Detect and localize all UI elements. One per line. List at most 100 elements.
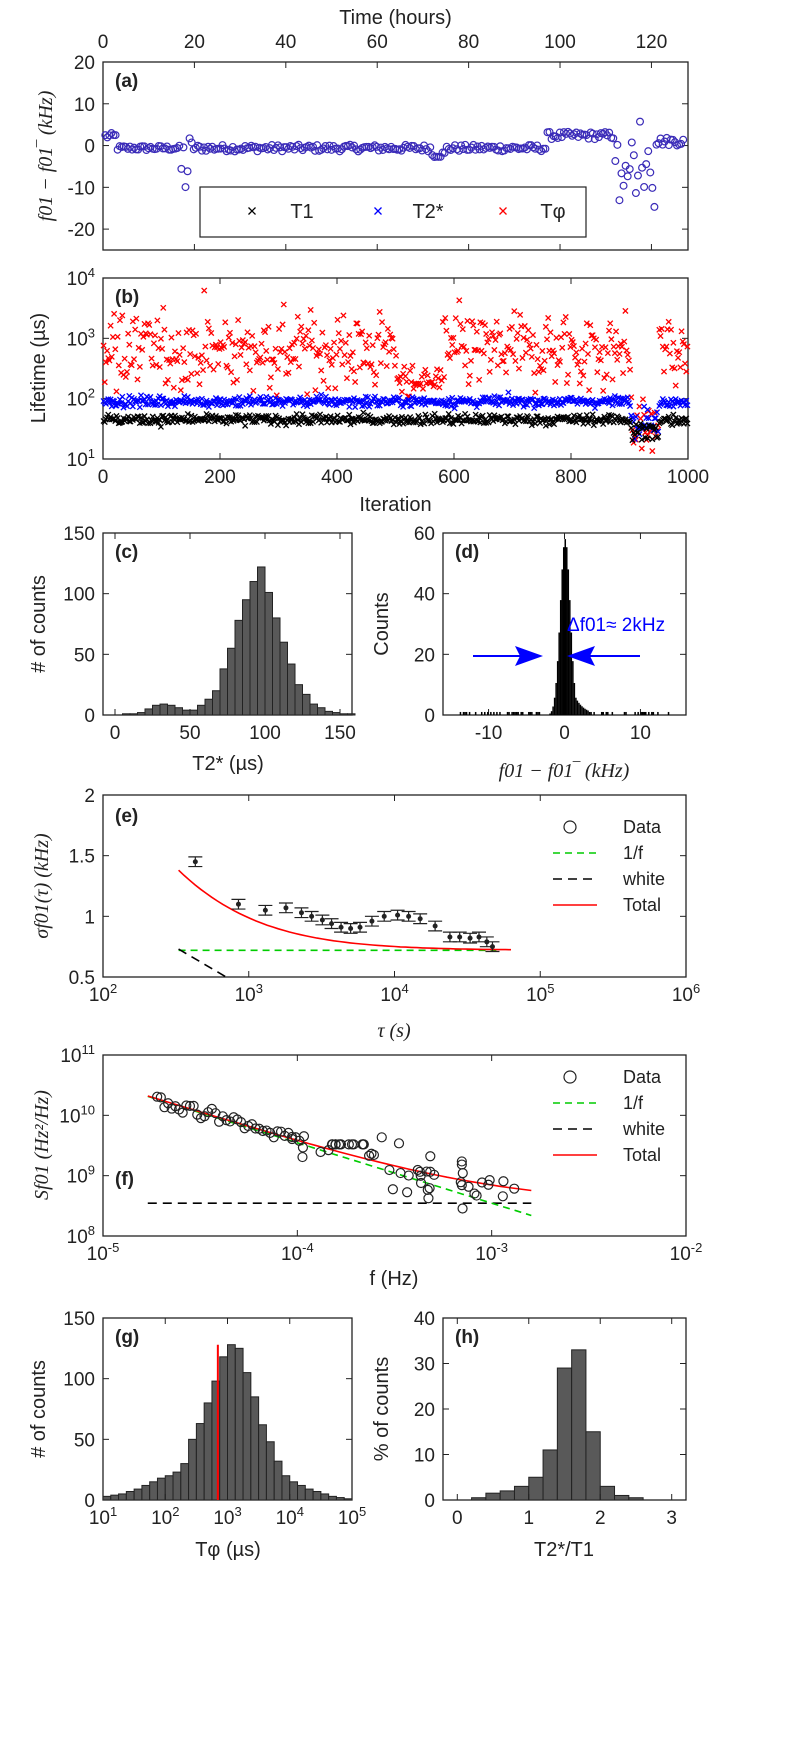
data-point	[611, 157, 620, 166]
data-point	[374, 207, 382, 215]
bars	[102, 1344, 353, 1501]
data-point	[152, 418, 159, 425]
data-point	[203, 1107, 214, 1118]
bar	[309, 703, 318, 716]
data-point	[491, 393, 498, 400]
data-point	[621, 338, 628, 345]
data-point	[495, 402, 503, 409]
data-point	[554, 361, 561, 369]
data-point	[532, 389, 539, 396]
bar	[227, 1344, 236, 1501]
data-point	[257, 1125, 268, 1137]
data-point	[537, 147, 546, 156]
data-point	[646, 168, 655, 177]
bar	[559, 600, 562, 715]
bars	[122, 566, 356, 716]
tick-base: 10	[670, 1244, 691, 1265]
data-point	[616, 400, 623, 408]
data-point	[354, 320, 361, 327]
data-point	[405, 419, 413, 426]
bar	[167, 704, 176, 716]
data-point	[465, 381, 472, 388]
bar	[578, 702, 580, 715]
data-point	[368, 361, 375, 368]
data-point	[157, 335, 164, 342]
bar	[242, 1372, 252, 1501]
bar	[122, 713, 131, 716]
data-point	[345, 417, 352, 424]
data-point	[249, 332, 256, 339]
x-tick-label: 102	[89, 981, 117, 1006]
y-tick-label: 101	[67, 446, 95, 471]
data-point	[111, 310, 118, 317]
data-point	[422, 366, 429, 373]
top-axis-label: Time (hours)	[339, 7, 452, 29]
bar	[562, 547, 565, 715]
data-point	[206, 144, 215, 153]
bar	[651, 711, 653, 715]
data-point	[469, 318, 476, 325]
data-point	[251, 418, 258, 426]
data-point	[649, 447, 656, 455]
data-point	[276, 143, 285, 152]
data-point	[612, 328, 620, 335]
data-point	[383, 363, 390, 370]
data-point	[336, 345, 343, 352]
data-point	[582, 340, 589, 347]
tick-exponent: 4	[88, 265, 95, 280]
data-point	[456, 1156, 467, 1167]
y-tick-label: 40	[414, 1309, 435, 1330]
data-point	[664, 141, 673, 150]
data-point	[638, 436, 645, 443]
data-point	[684, 420, 691, 427]
data-point	[368, 143, 377, 152]
bar	[614, 1494, 630, 1501]
data-point	[591, 344, 599, 351]
data-point	[301, 345, 308, 352]
bar	[550, 711, 553, 715]
bar	[584, 708, 586, 715]
bar	[644, 711, 647, 715]
y-tick-label: 150	[63, 524, 95, 545]
data-point	[465, 145, 474, 154]
data-point	[417, 916, 423, 922]
data-point	[376, 308, 383, 315]
data-point	[148, 355, 155, 362]
data-point	[484, 1175, 495, 1186]
data-point	[350, 368, 358, 375]
legend-label: Data	[623, 817, 662, 837]
data-point	[393, 352, 400, 359]
data-point	[533, 341, 540, 348]
tick-exponent: 1	[110, 1504, 117, 1519]
data-point	[424, 1183, 435, 1194]
data-point	[542, 422, 549, 429]
data-point	[480, 350, 487, 357]
data-point	[389, 335, 396, 342]
fit-white	[178, 948, 227, 978]
data-point	[476, 1177, 488, 1188]
bar	[572, 661, 574, 715]
data-point	[179, 143, 188, 152]
bar	[628, 1497, 644, 1501]
bar	[174, 707, 183, 716]
data-point	[270, 356, 277, 363]
data-point	[341, 351, 348, 359]
data-point	[242, 422, 249, 429]
data-point	[470, 322, 477, 329]
data-point	[210, 366, 217, 373]
data-point	[522, 349, 530, 356]
data-point	[335, 330, 342, 337]
data-point	[373, 372, 380, 379]
y-tick-label: 150	[63, 1309, 95, 1330]
bar	[490, 711, 492, 715]
y-tick-label: 1011	[60, 1042, 95, 1067]
bar	[607, 711, 609, 715]
data-point	[636, 424, 643, 431]
data-point	[202, 343, 209, 350]
data-point	[224, 364, 231, 371]
data-point	[627, 402, 634, 410]
data-point	[676, 349, 683, 356]
data-point	[113, 388, 120, 395]
data-point	[629, 151, 638, 160]
data-point	[576, 380, 583, 387]
